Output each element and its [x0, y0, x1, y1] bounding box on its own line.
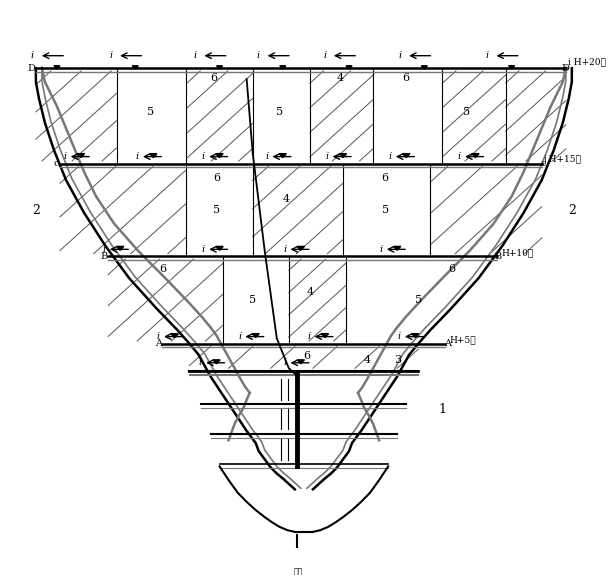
Text: i: i	[379, 245, 383, 254]
Polygon shape	[421, 66, 428, 69]
Bar	[278, 564, 318, 575]
Text: D: D	[28, 64, 36, 72]
Polygon shape	[252, 334, 259, 338]
Polygon shape	[509, 66, 514, 69]
Polygon shape	[216, 246, 223, 250]
Text: 5: 5	[249, 295, 256, 305]
Text: D: D	[562, 64, 570, 72]
Text: i: i	[399, 51, 402, 60]
Polygon shape	[150, 154, 157, 158]
Text: 6: 6	[303, 351, 310, 361]
Text: i: i	[257, 51, 260, 60]
Polygon shape	[298, 246, 304, 250]
Text: 6: 6	[213, 174, 220, 183]
Polygon shape	[403, 154, 410, 158]
Text: 2: 2	[32, 204, 40, 217]
Text: i: i	[389, 152, 392, 161]
Text: 6: 6	[159, 264, 166, 274]
Polygon shape	[171, 334, 178, 338]
Text: 6: 6	[210, 73, 217, 83]
Polygon shape	[116, 246, 124, 250]
Text: 泵站: 泵站	[293, 568, 303, 575]
Text: 4: 4	[282, 194, 290, 204]
Text: H+5米: H+5米	[450, 335, 476, 344]
Polygon shape	[217, 66, 222, 69]
Text: i: i	[202, 152, 205, 161]
Text: 1: 1	[439, 402, 447, 416]
Text: c: c	[53, 159, 59, 168]
Text: i: i	[109, 51, 112, 60]
Polygon shape	[346, 66, 352, 69]
Text: H+10米: H+10米	[501, 248, 533, 257]
Text: 3: 3	[394, 355, 401, 365]
Polygon shape	[279, 154, 286, 158]
Text: 5: 5	[213, 205, 220, 215]
Text: 4: 4	[306, 287, 314, 297]
Text: 5: 5	[381, 205, 389, 215]
Polygon shape	[411, 334, 419, 338]
Text: 2: 2	[568, 204, 576, 217]
Text: i: i	[157, 332, 160, 341]
Text: i: i	[283, 245, 286, 254]
Text: B: B	[494, 252, 501, 261]
Text: A: A	[155, 339, 161, 348]
Text: i: i	[323, 51, 326, 60]
Text: i: i	[202, 245, 205, 254]
Polygon shape	[132, 66, 138, 69]
Text: i H+20米: i H+20米	[567, 57, 606, 66]
Text: A: A	[444, 339, 451, 348]
Polygon shape	[472, 154, 479, 158]
Text: 4: 4	[336, 73, 344, 83]
Polygon shape	[54, 66, 60, 69]
Polygon shape	[213, 360, 220, 364]
Text: i: i	[458, 152, 461, 161]
Text: i: i	[63, 152, 67, 161]
Polygon shape	[322, 334, 328, 338]
Text: i: i	[103, 245, 106, 254]
Text: 6: 6	[403, 73, 410, 83]
Text: 6: 6	[381, 174, 389, 183]
Text: 5: 5	[276, 107, 283, 117]
Text: i: i	[265, 152, 269, 161]
Polygon shape	[298, 360, 304, 364]
Text: i: i	[238, 332, 241, 341]
Text: c: c	[541, 159, 546, 168]
Text: i: i	[31, 51, 34, 60]
Text: 4: 4	[363, 355, 371, 365]
Text: 5: 5	[415, 295, 422, 305]
Text: i: i	[307, 332, 310, 341]
Text: j H+15米: j H+15米	[543, 155, 582, 164]
Text: i: i	[193, 51, 197, 60]
Text: i: i	[485, 51, 488, 60]
Polygon shape	[78, 154, 84, 158]
Text: B: B	[100, 252, 108, 261]
Polygon shape	[394, 246, 401, 250]
Text: i: i	[136, 152, 139, 161]
Text: i: i	[199, 358, 202, 367]
Text: 5: 5	[147, 107, 154, 117]
Text: 5: 5	[463, 107, 470, 117]
Polygon shape	[339, 154, 347, 158]
Text: 6: 6	[448, 264, 455, 274]
Polygon shape	[280, 66, 286, 69]
Text: i: i	[283, 358, 286, 367]
Text: i: i	[398, 332, 401, 341]
Text: i: i	[325, 152, 328, 161]
Polygon shape	[216, 154, 223, 158]
